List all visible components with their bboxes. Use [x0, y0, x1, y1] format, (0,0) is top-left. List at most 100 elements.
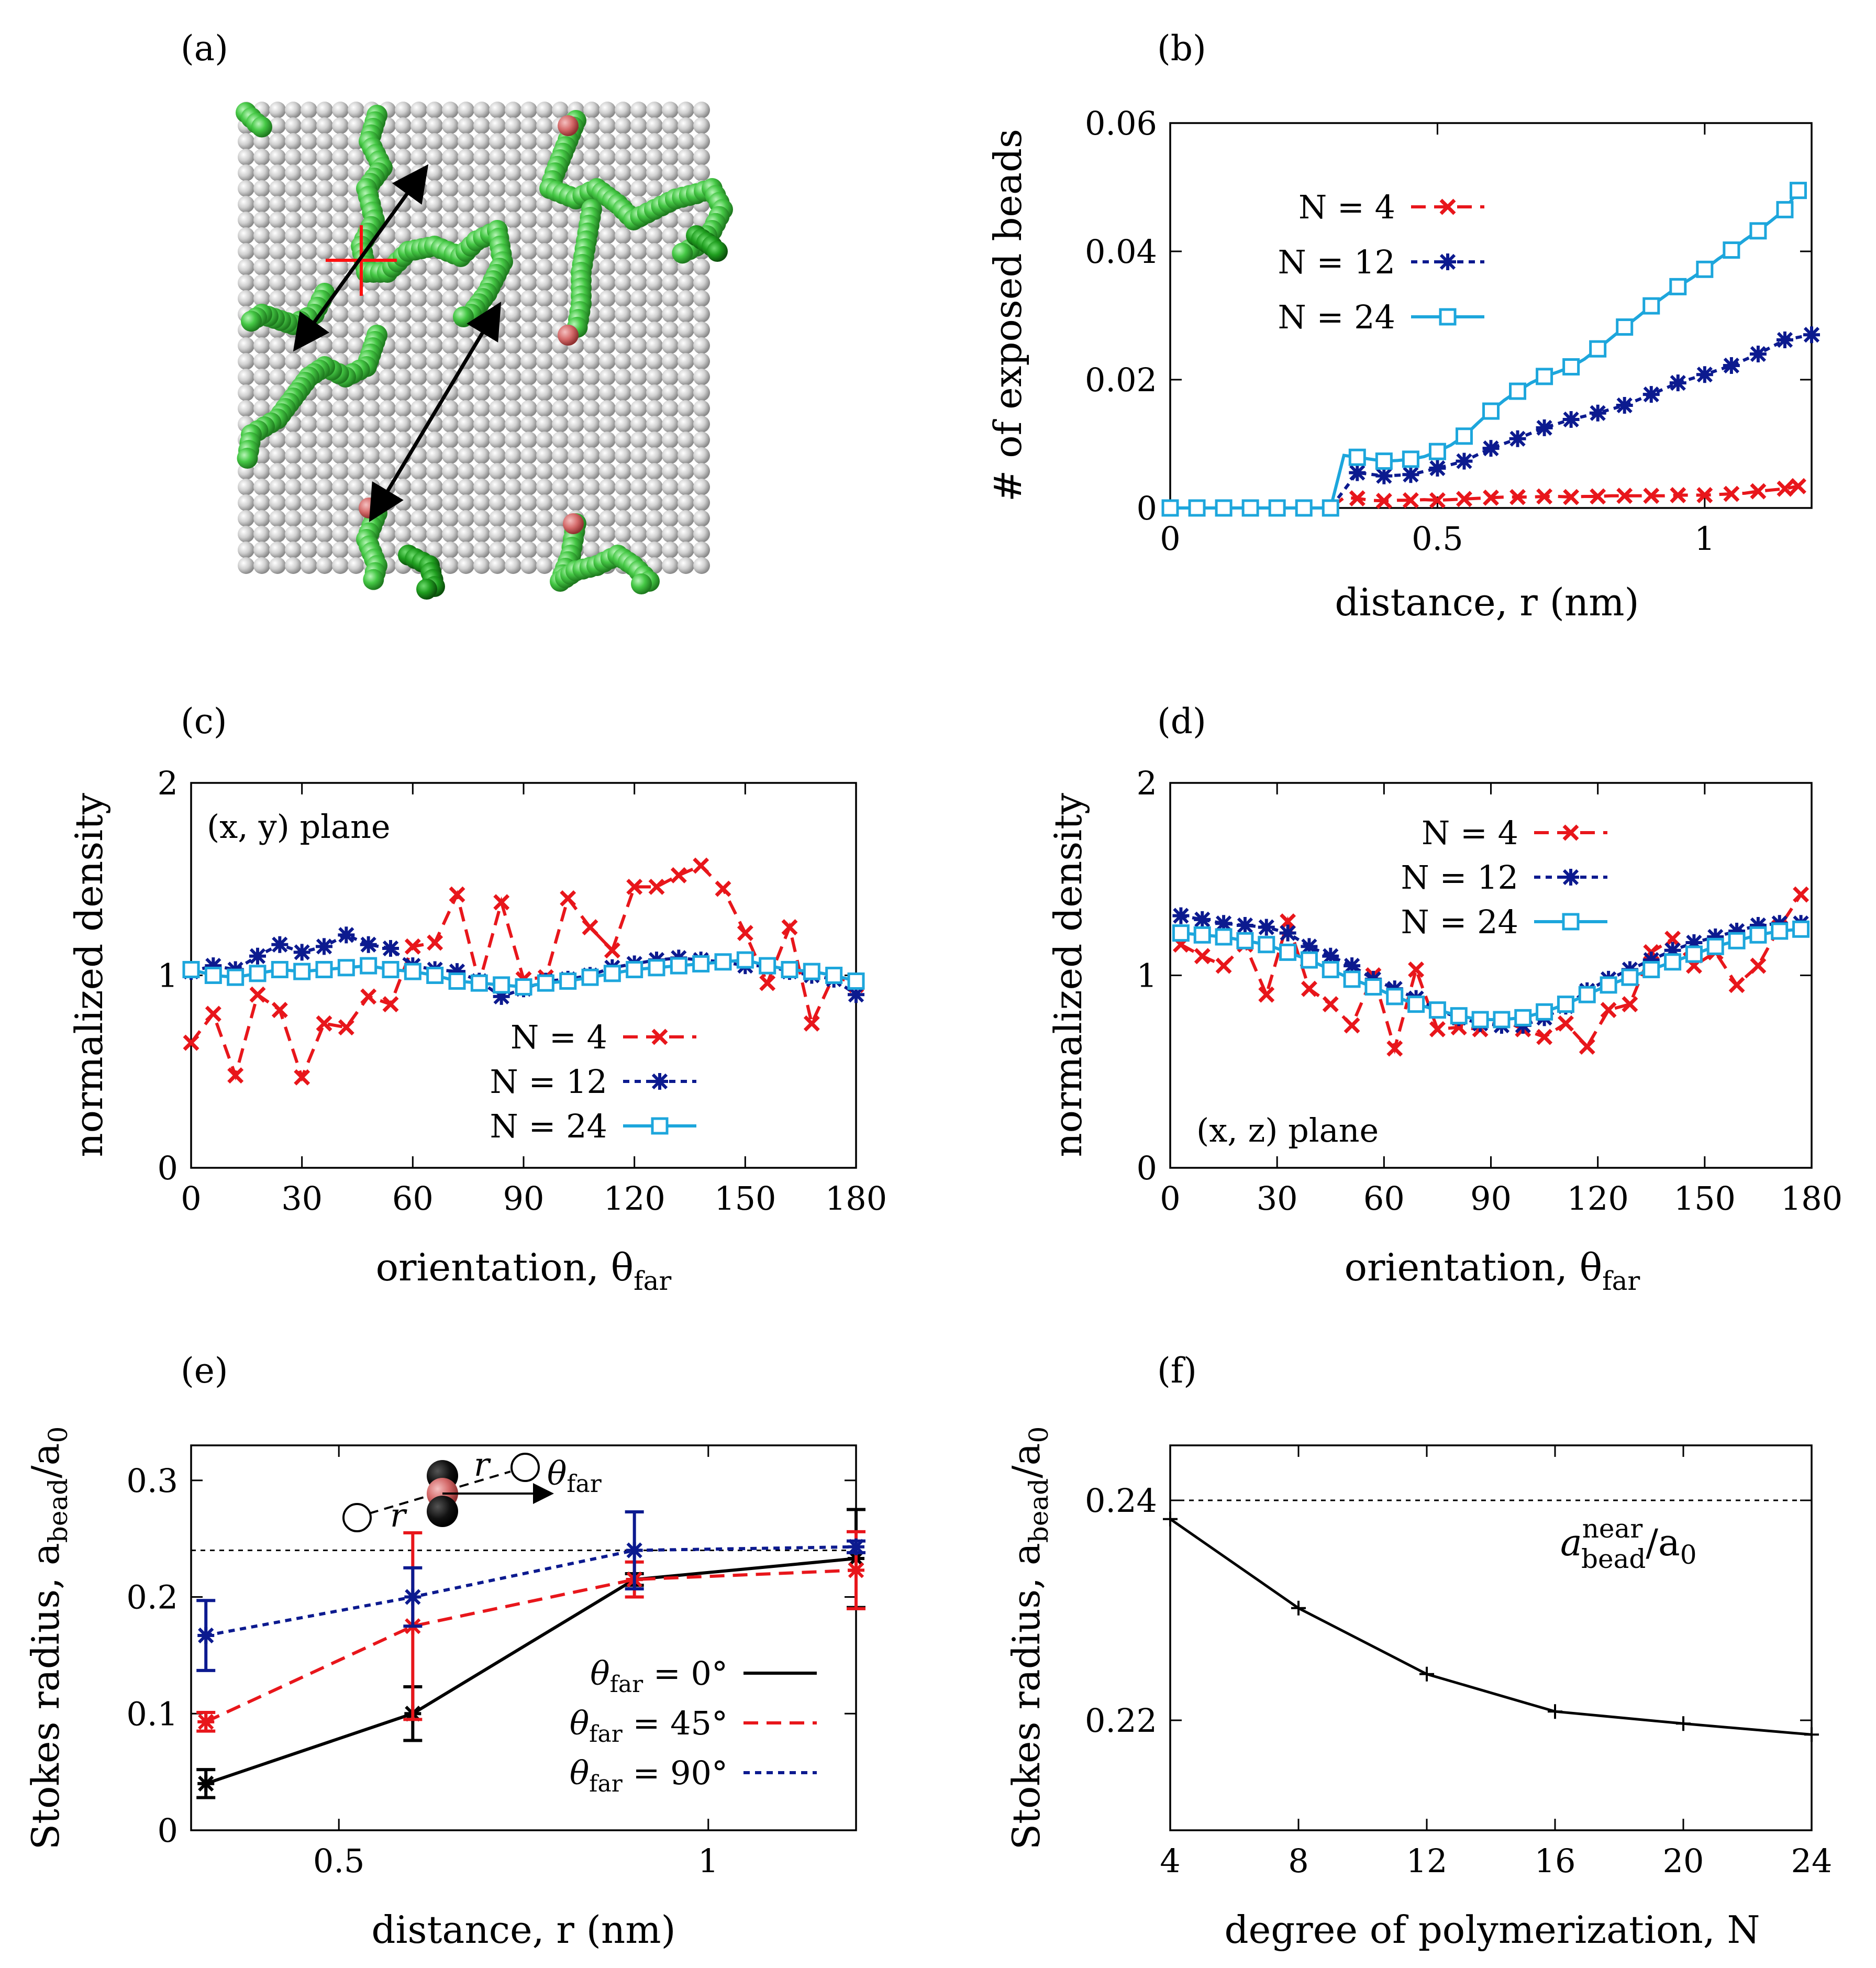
surface-bead: [678, 290, 694, 307]
surface-bead: [520, 274, 537, 291]
surface-bead: [662, 117, 679, 134]
surface-bead: [646, 510, 663, 527]
polymer-bead: [707, 241, 728, 262]
chart-d-series-point: [1622, 996, 1638, 1013]
chart-c-ytick-label: 0: [158, 1149, 178, 1187]
surface-bead: [301, 102, 317, 118]
chart-d-series-point: [1429, 1021, 1446, 1037]
surface-bead: [410, 337, 427, 354]
surface-bead: [678, 102, 694, 118]
chart-e-ylabel: Stokes radius, abead/a0: [24, 1427, 73, 1850]
surface-bead: [332, 243, 349, 260]
chart-d-xlabel: orientation, θfar: [1345, 1245, 1640, 1296]
surface-bead: [458, 479, 474, 495]
chart-e-series-line: [205, 1545, 857, 1637]
surface-bead: [536, 416, 553, 433]
surface-bead: [269, 227, 286, 244]
chart-c-series-point: [603, 965, 621, 982]
chart-d-series-point: [1279, 943, 1297, 961]
surface-bead: [678, 432, 694, 448]
chart-c-series-point: [360, 936, 377, 953]
surface-bead: [678, 149, 694, 165]
surface-bead: [630, 494, 647, 511]
surface-bead: [301, 196, 317, 213]
surface-bead: [332, 180, 349, 197]
surface-bead: [442, 400, 459, 417]
surface-bead: [693, 322, 710, 338]
surface-bead: [395, 479, 412, 495]
surface-bead: [269, 274, 286, 291]
chart-c-series-point: [581, 968, 599, 986]
legend-tail: = 45°: [623, 1704, 728, 1742]
surface-bead: [630, 274, 647, 291]
chart-b-series-point: [1723, 241, 1740, 259]
chart-b-series-point: [1616, 397, 1633, 414]
surface-bead: [615, 102, 631, 118]
surface-bead: [301, 557, 317, 574]
surface-bead: [253, 259, 270, 275]
surface-bead: [269, 102, 286, 118]
surface-bead: [599, 102, 616, 118]
chart-d-legend-marker: [1562, 824, 1579, 841]
surface-bead: [285, 164, 302, 181]
chart-c-series-point: [249, 947, 266, 965]
surface-bead: [316, 510, 333, 527]
chart-c-series-point: [404, 938, 421, 955]
surface-bead: [678, 384, 694, 401]
chart-d-series-point: [1322, 960, 1339, 978]
surface-bead: [662, 416, 679, 433]
surface-bead: [536, 259, 553, 275]
surface-bead: [332, 117, 349, 134]
legend-subscript: far: [589, 1721, 623, 1748]
surface-bead: [662, 400, 679, 417]
legend-tail: = 90°: [623, 1754, 728, 1792]
surface-bead: [505, 494, 521, 511]
surface-bead: [253, 463, 270, 480]
panel-label-c: (c): [181, 701, 227, 742]
surface-bead: [348, 117, 364, 134]
surface-bead: [615, 526, 631, 543]
surface-bead: [285, 432, 302, 448]
surface-bead: [442, 557, 459, 574]
surface-bead: [348, 384, 364, 401]
chart-b-series-point: [1429, 460, 1446, 477]
surface-bead: [238, 479, 254, 495]
chart-b-series-point: [1616, 488, 1633, 504]
chart-d-ylabel: normalized density: [1046, 793, 1090, 1157]
surface-bead: [552, 432, 569, 448]
chart-c-series-point: [803, 963, 820, 980]
surface-bead: [693, 353, 710, 370]
surface-bead: [238, 133, 254, 150]
surface-bead: [316, 212, 333, 228]
surface-bead: [520, 526, 537, 543]
surface-bead: [285, 180, 302, 197]
surface-bead: [269, 212, 286, 228]
surface-bead: [332, 337, 349, 354]
chart-b: 0 0.5 1 0 0.02 0.04 0.06 distance, r (nm) # of…: [986, 104, 1820, 624]
surface-bead: [646, 494, 663, 511]
surface-bead: [505, 541, 521, 558]
chart-b-series-point: [1670, 487, 1686, 503]
surface-bead: [505, 117, 521, 134]
chart-c-series-point: [293, 963, 311, 980]
surface-bead: [473, 212, 490, 228]
surface-bead: [238, 526, 254, 543]
chart-d-series-point: [1792, 920, 1810, 938]
surface-bead: [301, 526, 317, 543]
surface-bead: [332, 526, 349, 543]
chart-c-legend-label: N = 4: [510, 1018, 607, 1056]
chart-d-series-point: [1258, 986, 1275, 1003]
chart-d-xtick-label: 120: [1567, 1179, 1628, 1218]
surface-bead: [348, 306, 364, 323]
chart-b-series-point: [1375, 467, 1393, 484]
surface-bead: [316, 541, 333, 558]
surface-bead: [473, 384, 490, 401]
panel-label-f: (f): [1157, 1351, 1197, 1391]
surface-bead: [520, 180, 537, 197]
chart-c-xtick-label: 0: [181, 1179, 201, 1218]
surface-bead: [348, 400, 364, 417]
polymer-end-bead: [563, 513, 584, 534]
chart-f-xtick-label: 12: [1406, 1842, 1448, 1880]
surface-bead: [583, 447, 600, 464]
surface-bead: [505, 196, 521, 213]
